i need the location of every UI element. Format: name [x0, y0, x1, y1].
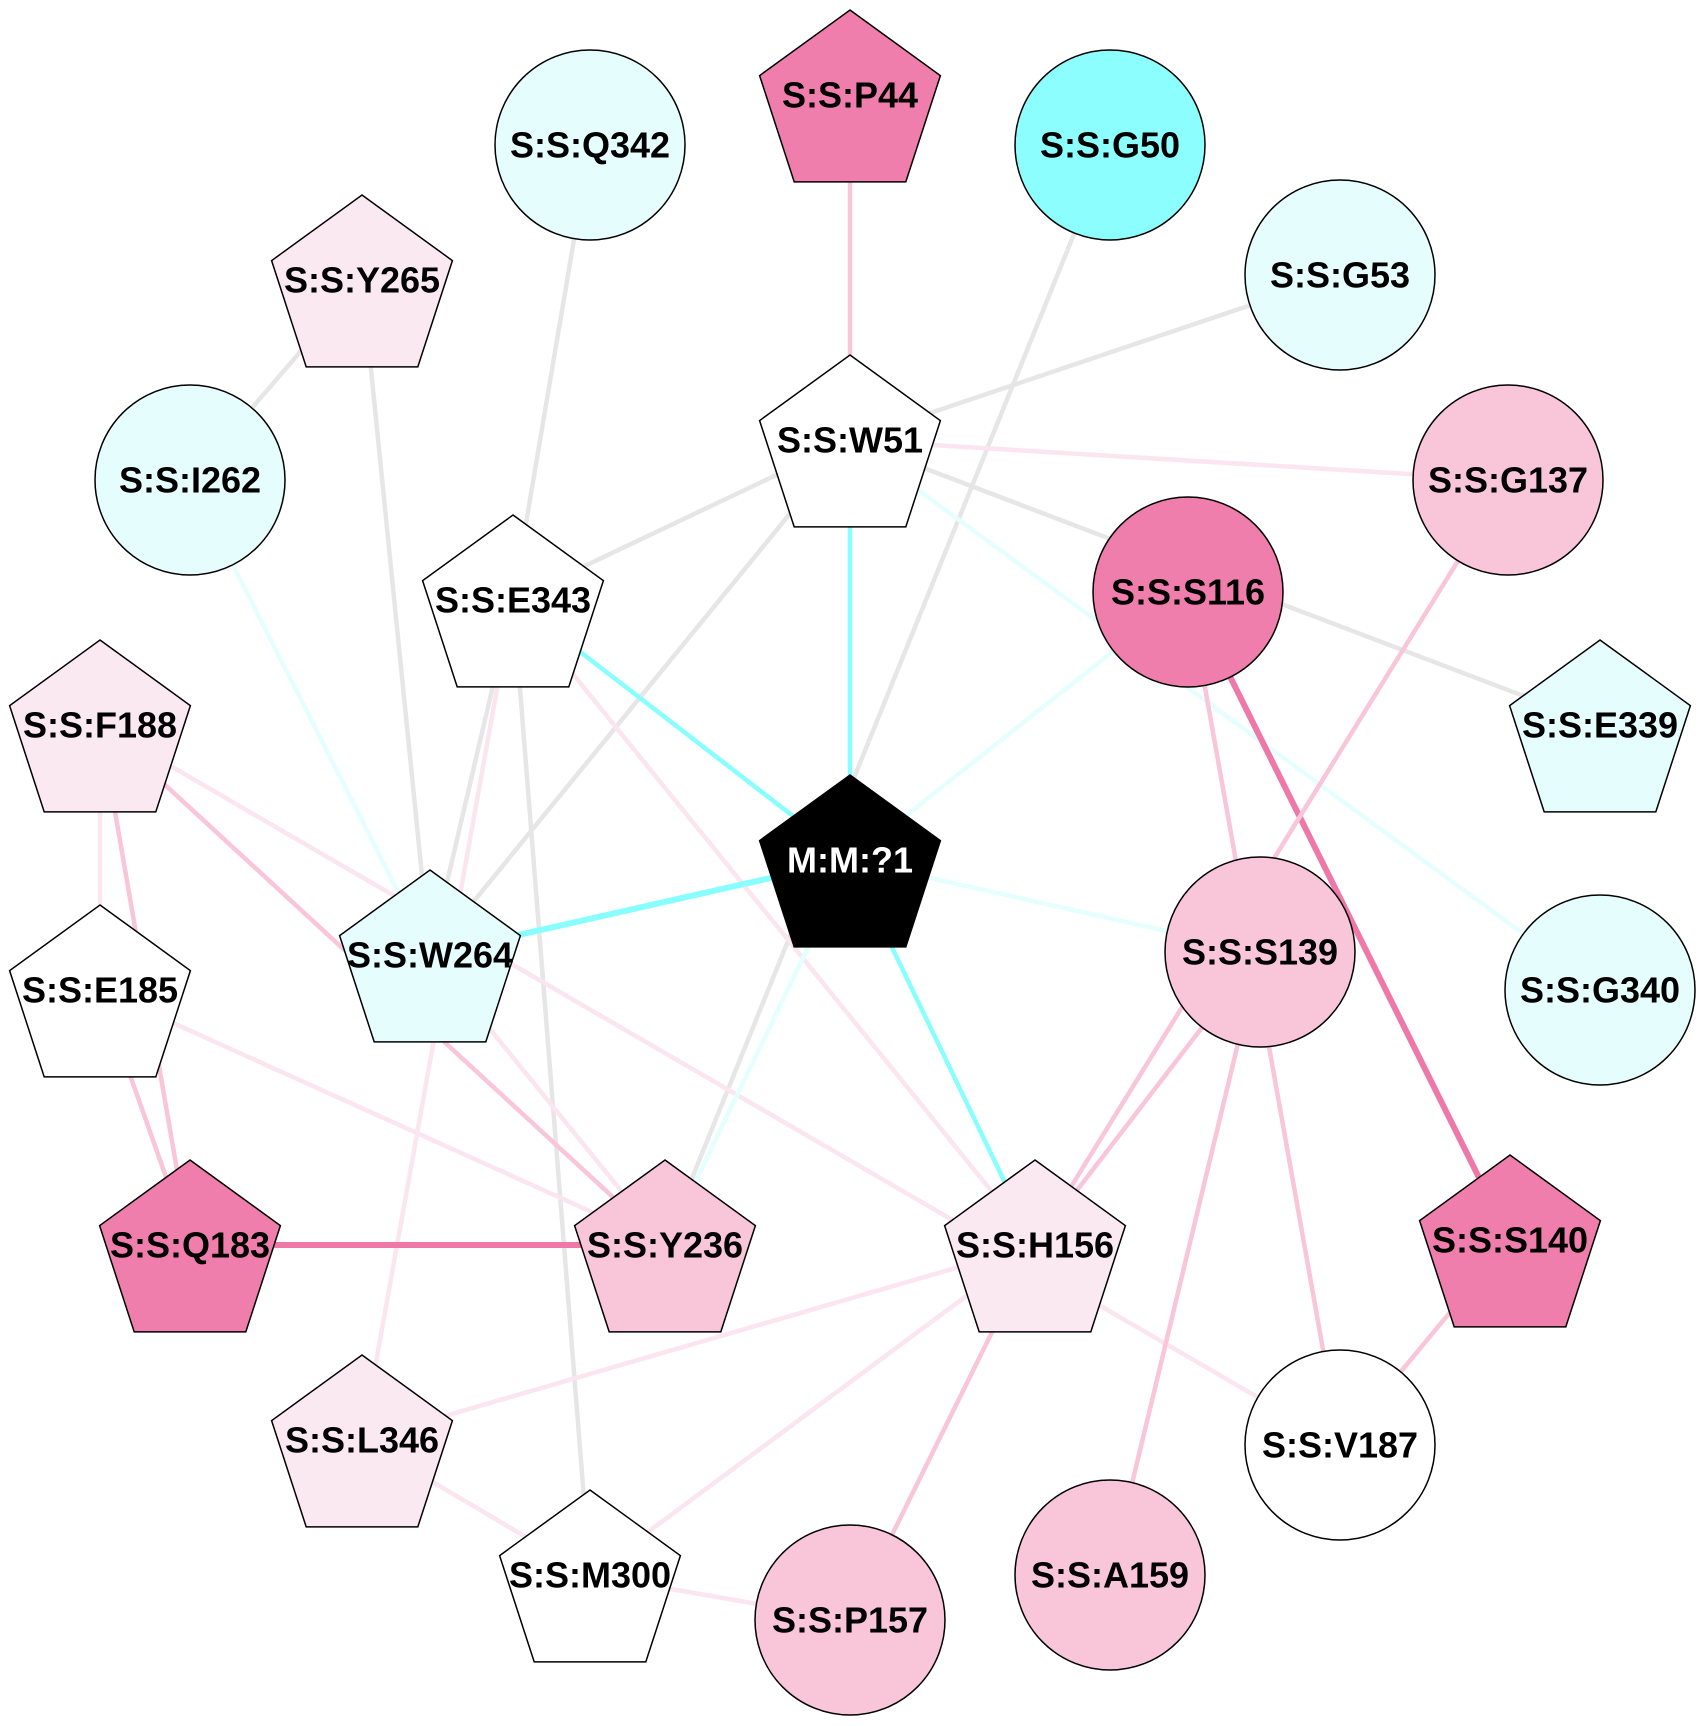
node-pentagon: [758, 774, 942, 948]
node-label: S:S:A159: [1031, 1555, 1189, 1596]
node-pentagon: [943, 1159, 1127, 1333]
node-label: S:S:G340: [1520, 970, 1680, 1011]
node-label: S:S:Q183: [110, 1225, 270, 1266]
node-w51[interactable]: S:S:W51: [758, 354, 942, 528]
node-label: S:S:I262: [119, 460, 261, 501]
node-label: S:S:P157: [772, 1600, 928, 1641]
node-g137[interactable]: S:S:G137: [1412, 384, 1604, 576]
node-pentagon: [758, 9, 942, 183]
node-label: S:S:V187: [1262, 1425, 1418, 1466]
node-p44[interactable]: S:S:P44: [758, 9, 942, 183]
node-m300[interactable]: S:S:M300: [498, 1489, 682, 1663]
node-label: M:M:?1: [787, 840, 913, 881]
edge-e185-y236: [97, 987, 668, 1248]
node-pentagon: [8, 639, 192, 813]
edge-s139-a159: [1107, 949, 1263, 1578]
node-pentagon: [338, 869, 522, 1043]
node-label: S:S:Y236: [587, 1225, 743, 1266]
node-circle: [1092, 496, 1284, 688]
node-label: S:S:E339: [1522, 705, 1678, 746]
edge-w51-g340: [847, 437, 1603, 993]
node-label: S:S:W264: [347, 935, 513, 976]
node-pentagon: [421, 514, 605, 688]
edge-h156-l346: [359, 1242, 1038, 1443]
node-pentagon: [1418, 1154, 1602, 1328]
node-label: S:S:E343: [435, 580, 591, 621]
node-a159[interactable]: S:S:A159: [1014, 1479, 1206, 1671]
node-circle: [94, 384, 286, 576]
edge-w51-g137: [847, 437, 1511, 483]
node-label: S:S:Y265: [284, 260, 440, 301]
edge-e343-m300: [510, 597, 593, 1578]
node-pentagon: [758, 354, 942, 528]
node-f188[interactable]: S:S:F188: [8, 639, 192, 813]
node-label: S:S:S139: [1182, 932, 1338, 973]
edge-f188-v187: [97, 722, 1343, 1448]
node-circle: [754, 1524, 946, 1716]
node-label: S:S:S140: [1432, 1220, 1588, 1261]
node-circle: [1014, 1479, 1206, 1671]
node-pentagon: [573, 1159, 757, 1333]
edge-e343-h156: [510, 597, 1038, 1248]
node-q342[interactable]: S:S:Q342: [494, 49, 686, 241]
node-q183[interactable]: S:S:Q183: [98, 1159, 282, 1333]
nodes-layer: S:S:P44 S:S:Q342 S:S:G50 S:S:G53 S:S:Y265 S:S…: [8, 9, 1696, 1716]
edge-s116-s140: [1185, 589, 1513, 1243]
node-y265[interactable]: S:S:Y265: [270, 194, 454, 368]
node-pentagon: [498, 1489, 682, 1663]
node-label: S:S:G53: [1270, 255, 1410, 296]
node-m1[interactable]: M:M:?1: [758, 774, 942, 948]
node-label: S:S:G50: [1040, 125, 1180, 166]
node-w264[interactable]: S:S:W264: [338, 869, 522, 1043]
node-p157[interactable]: S:S:P157: [754, 1524, 946, 1716]
node-pentagon: [270, 1354, 454, 1528]
node-pentagon: [270, 194, 454, 368]
node-circle: [1412, 384, 1604, 576]
node-pentagon: [98, 1159, 282, 1333]
edge-g50-y236: [662, 142, 1113, 1248]
node-circle: [1244, 179, 1436, 371]
node-label: S:S:P44: [782, 75, 918, 116]
node-l346[interactable]: S:S:L346: [270, 1354, 454, 1528]
node-e185[interactable]: S:S:E185: [8, 904, 192, 1078]
node-i262[interactable]: S:S:I262: [94, 384, 286, 576]
node-pentagon: [1508, 639, 1692, 813]
node-e343[interactable]: S:S:E343: [421, 514, 605, 688]
node-label: S:S:S116: [1111, 572, 1265, 613]
node-label: S:S:H156: [956, 1225, 1114, 1266]
node-g53[interactable]: S:S:G53: [1244, 179, 1436, 371]
node-circle: [1504, 894, 1696, 1086]
node-label: S:S:W51: [777, 420, 923, 461]
node-circle: [1244, 1349, 1436, 1541]
node-h156[interactable]: S:S:H156: [943, 1159, 1127, 1333]
node-circle: [1164, 856, 1356, 1048]
node-s140[interactable]: S:S:S140: [1418, 1154, 1602, 1328]
node-label: S:S:L346: [285, 1420, 439, 1461]
node-label: S:S:M300: [509, 1555, 671, 1596]
edge-y265-w264: [359, 277, 433, 958]
node-label: S:S:E185: [22, 970, 178, 1011]
node-g50[interactable]: S:S:G50: [1014, 49, 1206, 241]
node-v187[interactable]: S:S:V187: [1244, 1349, 1436, 1541]
node-circle: [1014, 49, 1206, 241]
node-pentagon: [8, 904, 192, 1078]
node-circle: [494, 49, 686, 241]
node-y236[interactable]: S:S:Y236: [573, 1159, 757, 1333]
node-g340[interactable]: S:S:G340: [1504, 894, 1696, 1086]
node-label: S:S:G137: [1428, 460, 1588, 501]
node-s139[interactable]: S:S:S139: [1164, 856, 1356, 1048]
node-label: S:S:F188: [23, 705, 177, 746]
edge-h156-m300: [587, 1242, 1038, 1578]
node-e339[interactable]: S:S:E339: [1508, 639, 1692, 813]
node-s116[interactable]: S:S:S116: [1092, 496, 1284, 688]
node-label: S:S:Q342: [510, 125, 670, 166]
